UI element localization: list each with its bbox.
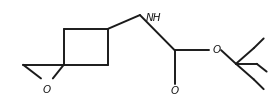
Text: O: O bbox=[43, 85, 51, 95]
Text: NH: NH bbox=[146, 13, 161, 23]
Text: O: O bbox=[212, 45, 220, 55]
Text: O: O bbox=[171, 86, 179, 96]
